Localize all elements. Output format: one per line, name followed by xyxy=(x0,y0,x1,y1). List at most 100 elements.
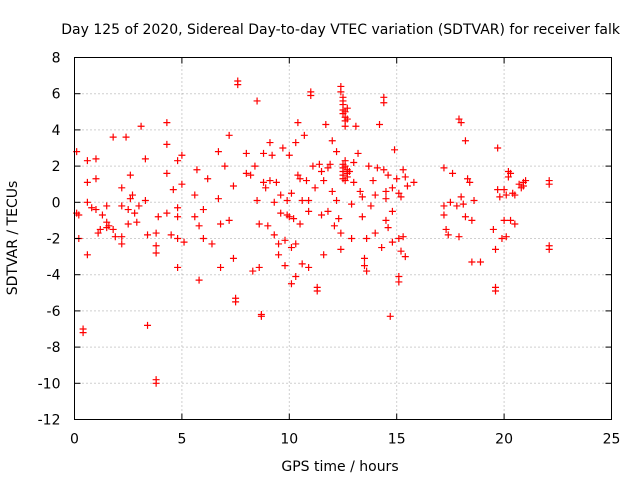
data-point xyxy=(287,280,295,288)
data-point xyxy=(163,169,171,177)
data-point xyxy=(358,193,366,201)
data-point xyxy=(391,146,399,154)
data-point xyxy=(285,151,293,159)
data-point xyxy=(283,196,291,204)
data-point xyxy=(285,213,293,221)
data-point xyxy=(118,202,126,210)
data-point xyxy=(496,193,504,201)
data-point xyxy=(449,169,457,177)
data-point xyxy=(302,177,310,185)
data-point xyxy=(380,99,388,107)
data-point xyxy=(281,236,289,244)
data-point xyxy=(178,151,186,159)
data-point xyxy=(320,177,328,185)
data-point xyxy=(466,178,474,186)
data-point xyxy=(545,180,553,188)
data-point xyxy=(79,325,87,333)
data-point xyxy=(109,133,117,141)
data-point xyxy=(363,235,371,242)
data-point xyxy=(234,81,242,89)
data-point xyxy=(287,189,295,197)
data-point xyxy=(360,262,368,270)
data-point xyxy=(126,195,134,203)
x-axis-title: GPS time / hours xyxy=(281,459,398,475)
data-point xyxy=(277,191,285,199)
data-point xyxy=(341,122,349,130)
data-point xyxy=(83,251,91,259)
data-point xyxy=(133,218,141,226)
data-point xyxy=(500,186,508,194)
data-point xyxy=(350,158,358,166)
data-point xyxy=(163,209,171,217)
data-point xyxy=(305,196,313,204)
data-point xyxy=(270,231,278,239)
data-point xyxy=(174,157,182,165)
data-point xyxy=(335,215,343,223)
data-point xyxy=(131,209,139,217)
y-tick-label: -10 xyxy=(38,376,61,392)
data-point xyxy=(442,225,450,233)
data-point xyxy=(401,253,409,261)
y-tick-label: -6 xyxy=(47,304,61,320)
data-point xyxy=(337,245,345,253)
data-point xyxy=(135,202,143,210)
data-point xyxy=(397,247,405,255)
data-point xyxy=(388,207,396,215)
data-point xyxy=(337,88,345,96)
y-tick-label: 6 xyxy=(52,87,61,103)
data-point xyxy=(126,171,134,179)
data-point xyxy=(444,231,452,239)
data-point xyxy=(341,177,349,185)
data-point xyxy=(92,175,100,183)
data-point xyxy=(290,215,298,223)
data-point xyxy=(382,195,390,203)
data-point xyxy=(393,175,401,183)
data-points xyxy=(73,77,553,387)
data-point xyxy=(341,108,349,116)
data-point xyxy=(440,202,448,210)
data-point xyxy=(476,258,484,266)
data-point xyxy=(322,120,330,128)
data-point xyxy=(292,139,300,147)
data-point xyxy=(305,207,313,215)
data-point xyxy=(253,97,261,105)
data-point xyxy=(268,151,276,159)
data-point xyxy=(232,298,240,306)
data-point xyxy=(367,202,375,210)
data-point xyxy=(255,263,263,271)
data-point xyxy=(326,160,334,168)
y-tick-label: 2 xyxy=(52,159,61,175)
data-point xyxy=(440,211,448,219)
data-point xyxy=(137,122,145,130)
data-point xyxy=(360,254,368,262)
data-point xyxy=(174,204,182,212)
data-point xyxy=(195,222,203,230)
data-point xyxy=(292,240,300,248)
data-point xyxy=(118,184,126,192)
data-point xyxy=(83,178,91,186)
data-point xyxy=(453,202,461,210)
data-point xyxy=(253,196,261,204)
data-point xyxy=(260,178,268,186)
axis-ticks xyxy=(74,57,612,420)
data-point xyxy=(178,180,186,188)
x-tick-label: 15 xyxy=(388,432,406,448)
data-point xyxy=(363,267,371,275)
data-point xyxy=(455,115,463,123)
data-point xyxy=(180,238,188,246)
grid-lines xyxy=(74,57,612,420)
data-point xyxy=(214,195,222,203)
data-point xyxy=(388,184,396,192)
data-point xyxy=(75,211,83,219)
data-point xyxy=(305,263,313,271)
data-point xyxy=(315,160,323,168)
data-point xyxy=(229,254,237,262)
data-point xyxy=(294,119,302,127)
data-point xyxy=(489,225,497,233)
data-point xyxy=(343,173,351,181)
data-point xyxy=(468,216,476,224)
data-point xyxy=(376,120,384,128)
data-point xyxy=(318,168,326,176)
data-point xyxy=(174,263,182,271)
